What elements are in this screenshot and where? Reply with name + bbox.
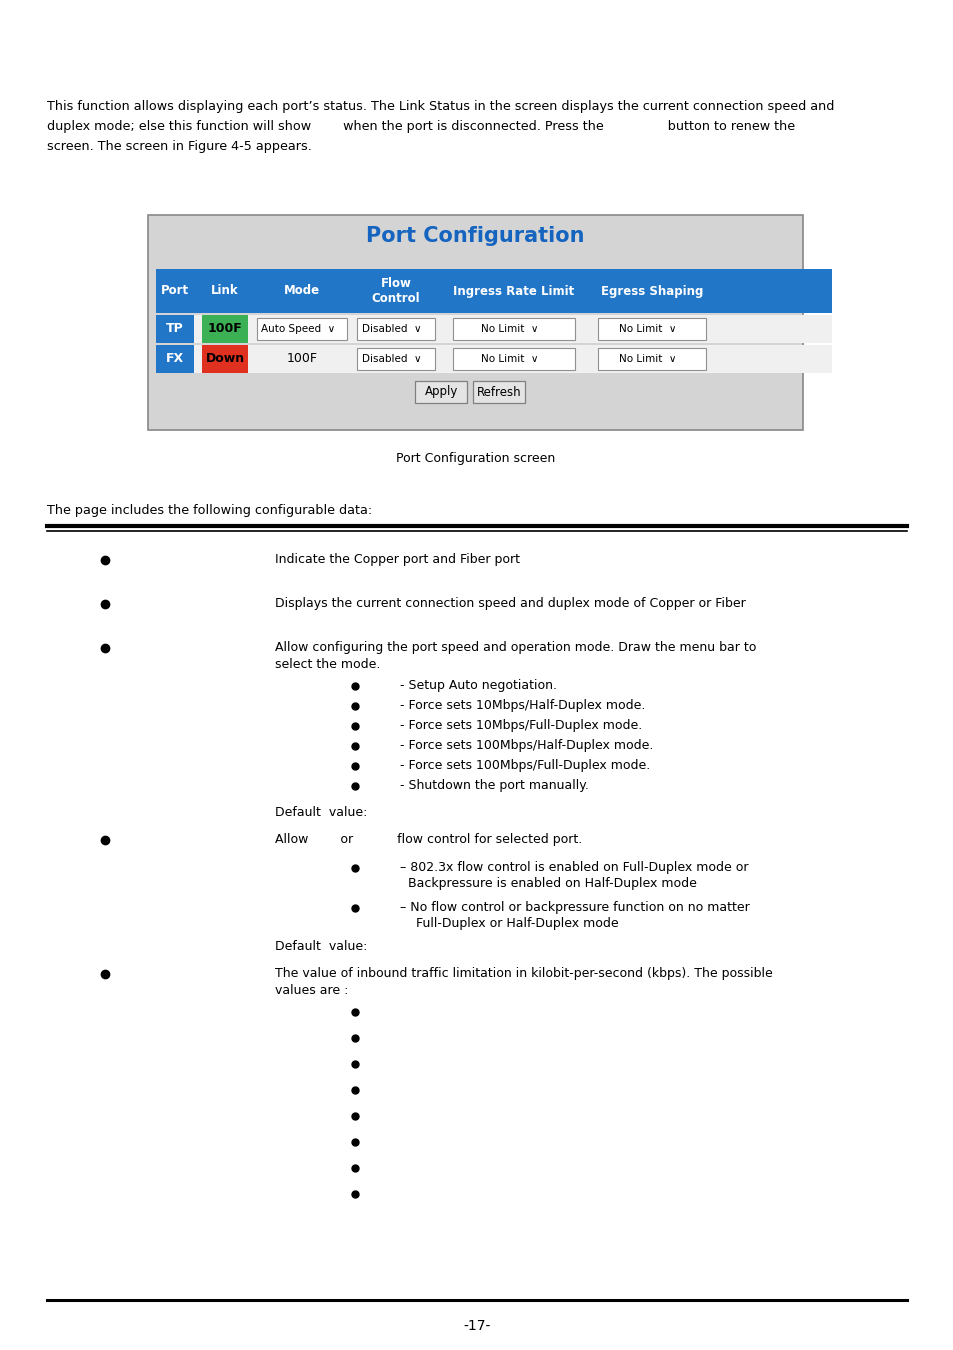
- Text: No Limit  ∨: No Limit ∨: [480, 324, 538, 333]
- Bar: [156, 346, 193, 373]
- Bar: [202, 346, 248, 373]
- Bar: [473, 381, 525, 404]
- Bar: [156, 315, 831, 343]
- Text: Refresh: Refresh: [476, 386, 521, 398]
- Text: – 802.3x flow control is enabled on Full-Duplex mode or: – 802.3x flow control is enabled on Full…: [399, 861, 748, 875]
- Bar: [356, 348, 435, 370]
- Text: Indicate the Copper port and Fiber port: Indicate the Copper port and Fiber port: [274, 554, 519, 567]
- Bar: [156, 269, 831, 313]
- Text: TP: TP: [166, 323, 184, 336]
- Text: No Limit  ∨: No Limit ∨: [480, 354, 538, 364]
- Text: Allow        or           flow control for selected port.: Allow or flow control for selected port.: [274, 833, 581, 846]
- Text: Flow
Control: Flow Control: [372, 277, 420, 305]
- Text: Default  value:: Default value:: [274, 806, 367, 818]
- Bar: [156, 315, 193, 343]
- Text: - Force sets 100Mbps/Full-Duplex mode.: - Force sets 100Mbps/Full-Duplex mode.: [399, 760, 650, 772]
- Text: - Shutdown the port manually.: - Shutdown the port manually.: [399, 779, 588, 792]
- Text: Auto Speed  ∨: Auto Speed ∨: [260, 324, 335, 333]
- Text: Displays the current connection speed and duplex mode of Copper or Fiber: Displays the current connection speed an…: [274, 598, 745, 610]
- Text: Allow configuring the port speed and operation mode. Draw the menu bar to: Allow configuring the port speed and ope…: [274, 641, 756, 655]
- Text: 100F: 100F: [208, 323, 242, 336]
- Text: 100F: 100F: [286, 352, 317, 366]
- Text: – No flow control or backpressure function on no matter: – No flow control or backpressure functi…: [399, 902, 749, 914]
- Text: Port Configuration: Port Configuration: [366, 225, 584, 246]
- Text: Ingress Rate Limit: Ingress Rate Limit: [453, 285, 574, 297]
- Bar: [256, 319, 347, 340]
- Text: FX: FX: [166, 352, 184, 366]
- Text: No Limit  ∨: No Limit ∨: [618, 324, 676, 333]
- Text: Down: Down: [205, 352, 244, 366]
- Text: - Force sets 10Mbps/Half-Duplex mode.: - Force sets 10Mbps/Half-Duplex mode.: [399, 699, 644, 713]
- Text: Egress Shaping: Egress Shaping: [600, 285, 702, 297]
- Text: -17-: -17-: [463, 1319, 490, 1332]
- Text: - Force sets 10Mbps/Full-Duplex mode.: - Force sets 10Mbps/Full-Duplex mode.: [399, 720, 641, 733]
- Text: select the mode.: select the mode.: [274, 657, 380, 671]
- Bar: [156, 346, 831, 373]
- Text: Port Configuration screen: Port Configuration screen: [395, 452, 555, 464]
- Bar: [356, 319, 435, 340]
- Text: This function allows displaying each port’s status. The Link Status in the scree: This function allows displaying each por…: [47, 100, 834, 113]
- Text: duplex mode; else this function will show        when the port is disconnected. : duplex mode; else this function will sho…: [47, 120, 794, 134]
- Bar: [148, 215, 802, 431]
- Bar: [598, 348, 705, 370]
- Bar: [416, 381, 467, 404]
- Text: Apply: Apply: [424, 386, 457, 398]
- Bar: [453, 348, 575, 370]
- Text: values are :: values are :: [274, 984, 348, 996]
- Text: Disabled  ∨: Disabled ∨: [362, 324, 421, 333]
- Text: Default  value:: Default value:: [274, 940, 367, 953]
- Text: Mode: Mode: [284, 285, 319, 297]
- Text: Link: Link: [211, 285, 238, 297]
- Text: Disabled  ∨: Disabled ∨: [362, 354, 421, 364]
- Text: Full-Duplex or Half-Duplex mode: Full-Duplex or Half-Duplex mode: [399, 918, 618, 930]
- Text: No Limit  ∨: No Limit ∨: [618, 354, 676, 364]
- Bar: [453, 319, 575, 340]
- Text: The value of inbound traffic limitation in kilobit-per-second (kbps). The possib: The value of inbound traffic limitation …: [274, 968, 772, 980]
- Text: - Setup Auto negotiation.: - Setup Auto negotiation.: [399, 679, 557, 693]
- Text: Backpressure is enabled on Half-Duplex mode: Backpressure is enabled on Half-Duplex m…: [399, 878, 696, 891]
- Text: Port: Port: [161, 285, 189, 297]
- Bar: [202, 315, 248, 343]
- Text: - Force sets 100Mbps/Half-Duplex mode.: - Force sets 100Mbps/Half-Duplex mode.: [399, 740, 653, 752]
- Text: screen. The screen in Figure 4-5 appears.: screen. The screen in Figure 4-5 appears…: [47, 140, 312, 153]
- Bar: [598, 319, 705, 340]
- Text: The page includes the following configurable data:: The page includes the following configur…: [47, 504, 372, 517]
